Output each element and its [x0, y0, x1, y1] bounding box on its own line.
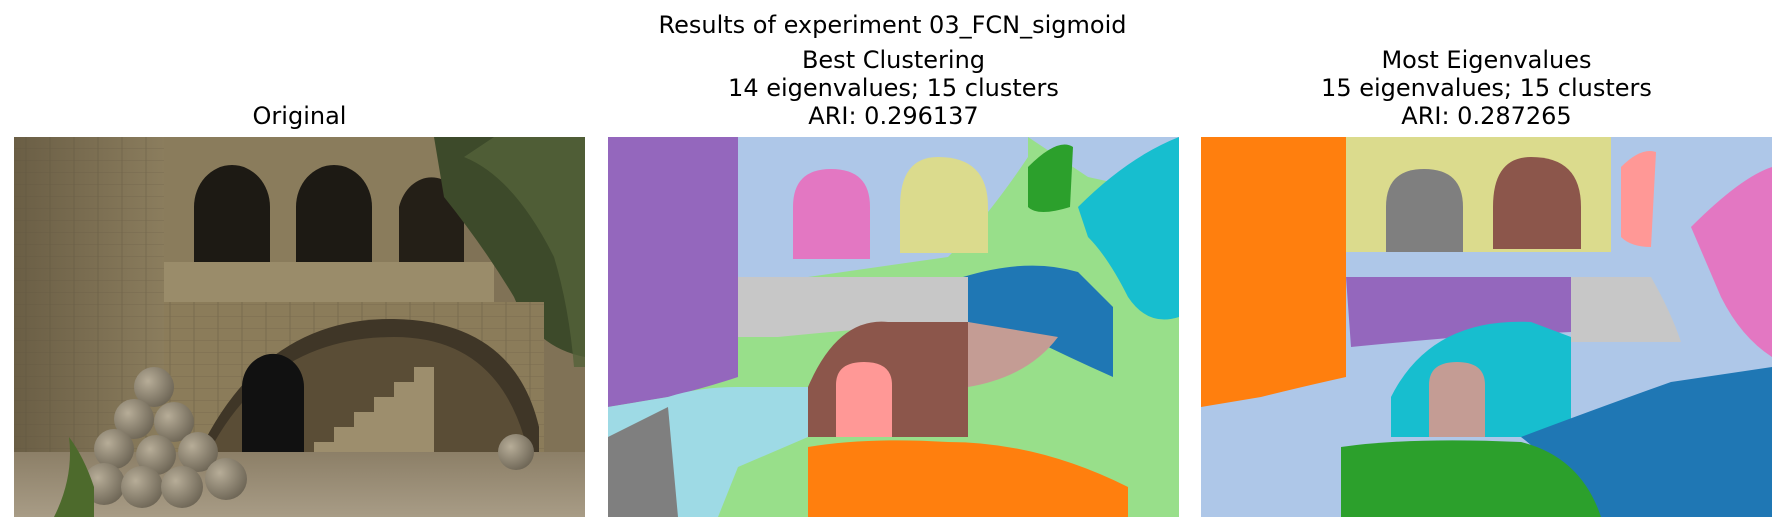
most-eigenvalues-panel — [1201, 137, 1772, 517]
best-clustering-title-line3: ARI: 0.296137 — [808, 102, 979, 130]
most-eigenvalues-heatmap — [1201, 137, 1772, 517]
best-clustering-panel — [608, 137, 1179, 517]
figure-suptitle: Results of experiment 03_FCN_sigmoid — [658, 11, 1127, 39]
most-eigenvalues-title: Most Eigenvalues 15 eigenvalues; 15 clus… — [1201, 46, 1772, 130]
most-eigenvalues-title-line3: ARI: 0.287265 — [1401, 102, 1572, 130]
original-image-panel — [14, 137, 585, 517]
best-clustering-heatmap — [608, 137, 1179, 517]
best-clustering-title-line1: Best Clustering — [801, 46, 986, 74]
most-eigenvalues-title-line2: 15 eigenvalues; 15 clusters — [1321, 74, 1652, 102]
original-title-text: Original — [252, 102, 347, 130]
best-clustering-title-line2: 14 eigenvalues; 15 clusters — [728, 74, 1059, 102]
best-clustering-title: Best Clustering 14 eigenvalues; 15 clust… — [608, 46, 1179, 130]
original-title: Original — [14, 102, 585, 130]
most-eigenvalues-title-line1: Most Eigenvalues — [1381, 46, 1592, 74]
original-image — [14, 137, 585, 517]
